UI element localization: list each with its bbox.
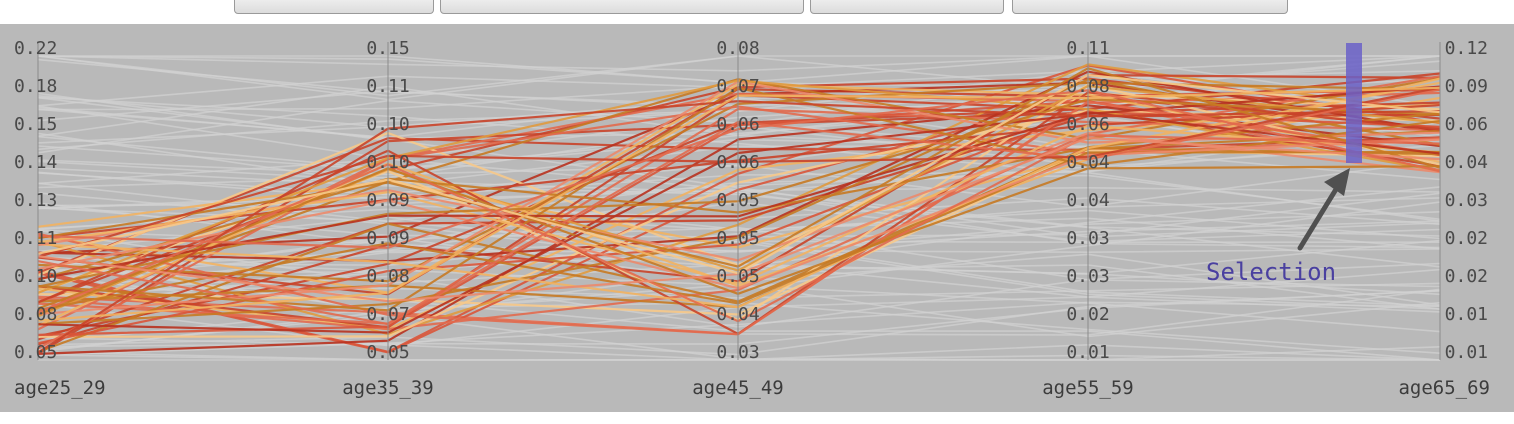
axes: 0.22 0.18 0.15 0.14 0.13 0.11 0.10 0.08 0.05 age2… — [14, 38, 1490, 399]
axis-tick-label: 0.02 — [1445, 228, 1488, 249]
axis-tick-label: 0.05 — [716, 190, 759, 211]
axis-tick-label: 0.03 — [716, 342, 759, 363]
axis-tick-label: 0.13 — [14, 190, 57, 211]
axis-name-label: age25_29 — [14, 377, 106, 399]
axis-tick-label: 0.05 — [716, 228, 759, 249]
selection-annotation: Selection — [1206, 258, 1336, 286]
axis-name-label: age45_49 — [692, 377, 784, 399]
toolbar-strip — [0, 0, 1514, 24]
axis-tick-label: 0.09 — [1445, 76, 1488, 97]
toolbar-button-4[interactable] — [1012, 0, 1288, 14]
parallel-coordinates-plot: 0.22 0.18 0.15 0.14 0.13 0.11 0.10 0.08 0.05 age2… — [14, 38, 1490, 399]
axis-tick-label: 0.08 — [1066, 76, 1109, 97]
toolbar-button-3[interactable] — [810, 0, 1004, 14]
axis-tick-label: 0.10 — [366, 114, 409, 135]
axis-tick-label: 0.06 — [1445, 114, 1488, 135]
axis-tick-label: 0.15 — [366, 38, 409, 59]
parallel-coordinates-panel: 0.22 0.18 0.15 0.14 0.13 0.11 0.10 0.08 0.05 age2… — [0, 24, 1514, 412]
bottom-strip — [0, 412, 1514, 424]
annotation-arrow-head — [1324, 168, 1350, 196]
toolbar-button-1[interactable] — [234, 0, 434, 14]
axis-tick-label: 0.01 — [1066, 342, 1109, 363]
annotation-arrow-shaft — [1297, 183, 1341, 251]
axis-name-label: age35_39 — [342, 377, 434, 399]
axis-tick-label: 0.14 — [14, 152, 57, 173]
axis-tick-label: 0.11 — [14, 228, 57, 249]
axis-tick-label: 0.08 — [14, 304, 57, 325]
axis-tick-label: 0.01 — [1445, 342, 1488, 363]
axis-tick-label: 0.06 — [716, 114, 759, 135]
toolbar-button-2[interactable] — [440, 0, 804, 14]
axis-tick-label: 0.10 — [14, 266, 57, 287]
axis-tick-label: 0.01 — [1445, 304, 1488, 325]
overlay: Selection — [1206, 43, 1362, 286]
axis-tick-label: 0.02 — [1445, 266, 1488, 287]
axis-tick-label: 0.08 — [716, 38, 759, 59]
axis-tick-label: 0.22 — [14, 38, 57, 59]
axis-tick-label: 0.08 — [366, 266, 409, 287]
axis-name-label: age55_59 — [1042, 377, 1134, 399]
axis-tick-label: 0.11 — [366, 76, 409, 97]
axis-tick-label: 0.04 — [1066, 190, 1109, 211]
axis-tick-label: 0.03 — [1066, 228, 1109, 249]
axis-tick-label: 0.09 — [366, 228, 409, 249]
axis-tick-label: 0.10 — [366, 152, 409, 173]
axis-name-label: age65_69 — [1398, 377, 1490, 399]
axis-tick-label: 0.15 — [14, 114, 57, 135]
axis-tick-label: 0.05 — [366, 342, 409, 363]
axis-tick-label: 0.05 — [716, 266, 759, 287]
axis-tick-label: 0.05 — [14, 342, 57, 363]
axis-tick-label: 0.06 — [716, 152, 759, 173]
axis-tick-label: 0.11 — [1066, 38, 1109, 59]
axis-tick-label: 0.12 — [1445, 38, 1488, 59]
axis-tick-label: 0.04 — [1066, 152, 1109, 173]
axis-tick-label: 0.07 — [716, 76, 759, 97]
axis-tick-label: 0.04 — [716, 304, 759, 325]
axis-tick-label: 0.04 — [1445, 152, 1488, 173]
axis-tick-label: 0.03 — [1445, 190, 1488, 211]
axis-tick-label: 0.06 — [1066, 114, 1109, 135]
selection-brush — [1346, 43, 1362, 163]
axis-tick-label: 0.02 — [1066, 304, 1109, 325]
axis-tick-label: 0.09 — [366, 190, 409, 211]
axis-tick-label: 0.18 — [14, 76, 57, 97]
axis-tick-label: 0.07 — [366, 304, 409, 325]
axis-tick-label: 0.03 — [1066, 266, 1109, 287]
